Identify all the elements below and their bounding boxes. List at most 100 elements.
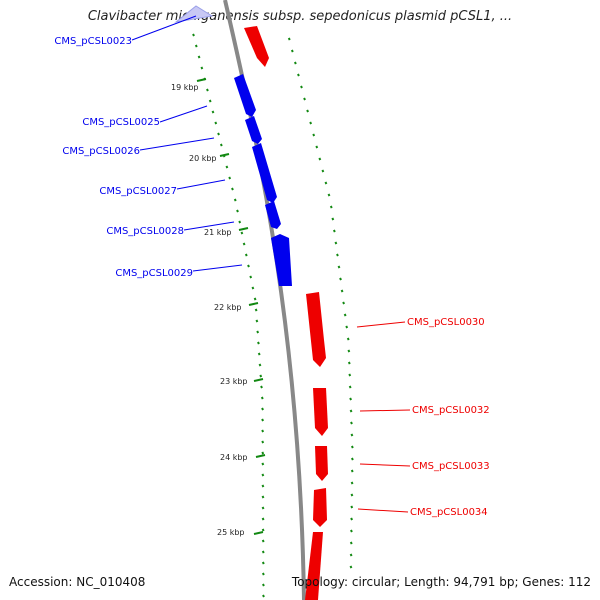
gene-label-minus[interactable]: CMS_pCSL0023 [54, 36, 132, 47]
kbp-tick-label: 25 kbp [217, 528, 245, 537]
ruler-dot [200, 66, 204, 70]
ruler-dot [251, 286, 255, 290]
ruler-dot [258, 363, 262, 367]
ruler-dot [350, 517, 353, 521]
ruler-dot [228, 176, 232, 180]
gene-cms-pcsl0025-arrow [245, 116, 262, 144]
gene-label-plus[interactable]: CMS_pCSL0034 [410, 507, 488, 518]
ruler-dot [349, 397, 353, 401]
gene-cms-pcsl0028-arrow [271, 234, 292, 286]
ruler-dot [343, 313, 347, 317]
kbp-tick-label: 21 kbp [204, 228, 232, 237]
ruler-dot [347, 361, 351, 365]
ruler-dot [238, 220, 242, 224]
gene-cms-pcsl0034-arrow [313, 488, 327, 527]
ruler-dot [324, 181, 328, 185]
ruler-dot [306, 109, 309, 113]
gene-cms-pcsl0032-arrow [313, 388, 328, 436]
gene-leader-line [359, 463, 411, 467]
ruler-dot [253, 297, 257, 301]
ruler-dot [211, 110, 215, 114]
ruler-dot [349, 553, 353, 557]
ruler-dot [261, 462, 265, 466]
gene-leader-line [356, 321, 406, 328]
gene-top-red-arrow [244, 26, 269, 67]
ruler-dot [261, 550, 265, 554]
ruler-dot [231, 187, 234, 191]
ruler-dot [261, 517, 265, 521]
ruler-dot [257, 352, 261, 356]
ruler-dot [225, 165, 229, 169]
ruler-dot [309, 121, 313, 125]
kbp-tick-label: 23 kbp [220, 377, 248, 386]
kbp-tick-label: 19 kbp [171, 83, 199, 92]
ruler-dot [261, 418, 264, 422]
ruler-dot [349, 409, 353, 413]
gene-label-plus[interactable]: CMS_pCSL0033 [412, 461, 490, 472]
ruler-dot [348, 385, 352, 389]
ruler-dot [244, 253, 248, 257]
gene-cms-pcsl0030-arrow [306, 292, 326, 367]
kbp-tick [196, 78, 207, 82]
ruler-dot [261, 528, 265, 532]
gene-label-plus[interactable]: CMS_pCSL0032 [412, 405, 490, 416]
ruler-dot [261, 506, 265, 510]
ruler-dot [261, 440, 265, 444]
ruler-dot [315, 145, 319, 149]
gene-label-minus[interactable]: CMS_pCSL0029 [115, 268, 193, 279]
gene-bottom-red-arrow [305, 532, 323, 600]
ruler-dot [350, 529, 353, 533]
ruler-dot [217, 132, 220, 136]
ruler-dot [303, 97, 306, 101]
ruler-dot [256, 330, 260, 334]
ruler-dot [214, 121, 218, 125]
gene-leader-line [192, 264, 243, 272]
kbp-tick [253, 531, 264, 535]
ruler-dot [247, 264, 250, 268]
gene-leader-line [357, 508, 409, 513]
ruler-dot [262, 583, 265, 587]
gene-label-group: CMS_pCSL0023 CMS_pCSL0025 CMS_pCSL0026 CMS_… [54, 15, 490, 518]
gene-label-minus[interactable]: CMS_pCSL0025 [82, 117, 160, 128]
ruler-dot [312, 133, 316, 137]
ruler-dot [293, 61, 297, 65]
ruler-dot [345, 325, 349, 329]
ruler-dot [349, 541, 353, 545]
ruler-dot [350, 469, 354, 473]
ruler-dot [350, 493, 354, 497]
ruler-dot [261, 473, 265, 477]
kbp-tick [255, 454, 266, 458]
ruler-dot [261, 451, 265, 455]
ruler-dot [350, 421, 353, 425]
ruler-dot [350, 505, 354, 509]
ruler-dots-inner [192, 33, 265, 598]
kbp-tick [253, 378, 264, 382]
gene-cms-pcsl0033-arrow [315, 446, 328, 481]
ruler-dot [261, 484, 265, 488]
ruler-dot [219, 143, 223, 147]
ruler-dot [329, 205, 333, 209]
ruler-dot [260, 396, 264, 400]
ruler-dot [346, 337, 350, 341]
gene-label-minus[interactable]: CMS_pCSL0026 [62, 146, 140, 157]
ruler-dot [348, 373, 352, 377]
ruler-dot [332, 229, 336, 233]
ruler-dot [260, 385, 263, 389]
kbp-tick-label: 20 kbp [189, 154, 217, 163]
ruler-dot [233, 198, 237, 202]
ruler-dot [349, 565, 353, 569]
ruler-dot [236, 209, 239, 213]
ruler-dot [339, 277, 342, 281]
ruler-dot [318, 157, 322, 161]
ruler-dot [350, 433, 354, 437]
ruler-dot [206, 88, 209, 92]
kbp-tick-label: 22 kbp [214, 303, 242, 312]
gene-cms-pcsl0026-arrow [252, 143, 277, 203]
gene-label-minus[interactable]: CMS_pCSL0028 [106, 226, 184, 237]
ruler-dot [208, 99, 212, 103]
gene-label-minus[interactable]: CMS_pCSL0027 [99, 186, 177, 197]
ruler-dot [350, 481, 354, 485]
gene-label-plus[interactable]: CMS_pCSL0030 [407, 317, 485, 328]
ruler-dot [192, 33, 195, 37]
